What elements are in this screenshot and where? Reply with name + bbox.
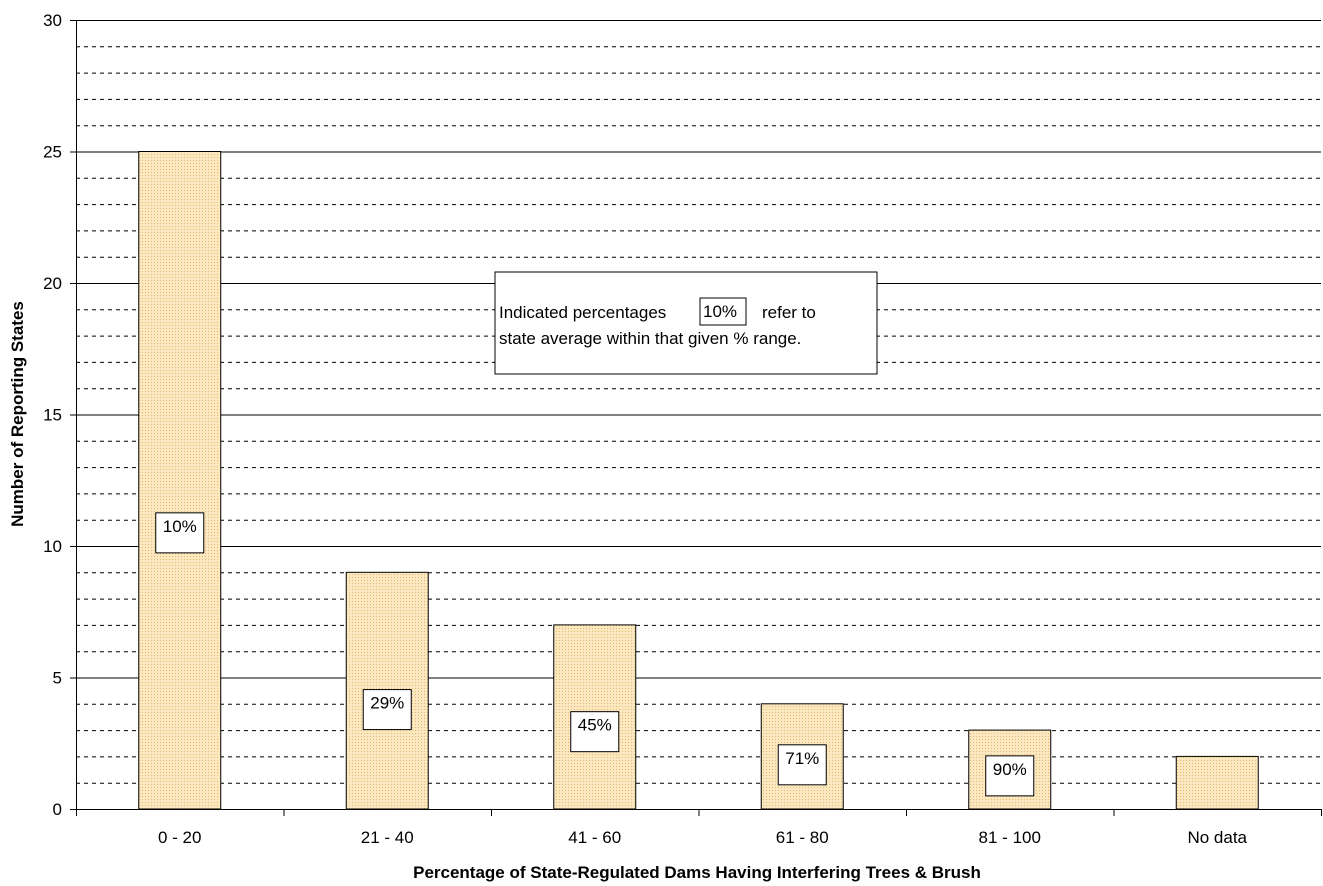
- bar-label-box: [985, 755, 1035, 797]
- annotation-sample-label: 10%: [703, 302, 737, 321]
- y-tick-label: 20: [43, 274, 62, 293]
- bar-label-box: [362, 689, 412, 731]
- x-tick-label: 81 - 100: [979, 828, 1041, 847]
- annotation-sample-box: [699, 297, 747, 326]
- y-tick-label: 30: [43, 11, 62, 30]
- bar-label: 90%: [993, 760, 1027, 779]
- y-tick-label: 10: [43, 537, 62, 556]
- y-axis-title: Number of Reporting States: [8, 301, 27, 527]
- bar-label-box: [777, 744, 827, 786]
- tick-labels: 0 5 10 15 20 25 30 0 - 20 21 - 40 41 - 60 61 - 80 8…: [43, 11, 1247, 847]
- bar-label-box: [570, 711, 620, 753]
- annotation-line1-prefix: Indicated percentages: [499, 303, 666, 322]
- bar: [1175, 755, 1259, 810]
- annotation-line2: state average within that given % range.: [499, 329, 801, 348]
- bar-label: 71%: [785, 749, 819, 768]
- x-tick-label: 41 - 60: [568, 828, 621, 847]
- y-tick-label: 15: [43, 406, 62, 425]
- axes: [70, 20, 1322, 816]
- bar-label: 45%: [578, 716, 612, 735]
- x-tick-label: 21 - 40: [361, 828, 414, 847]
- y-tick-label: 0: [53, 800, 62, 819]
- bar-labels: 10% 29% 45% 71% 90%: [155, 512, 1035, 797]
- bars: [138, 151, 1259, 810]
- x-tick-label: 61 - 80: [776, 828, 829, 847]
- x-axis-title: Percentage of State-Regulated Dams Havin…: [413, 863, 981, 882]
- annotation-box: Indicated percentages 10% refer to state…: [494, 271, 878, 375]
- y-tick-label: 5: [53, 669, 62, 688]
- bar-label: 29%: [370, 694, 404, 713]
- x-tick-label: 0 - 20: [158, 828, 201, 847]
- bar-label: 10%: [163, 517, 197, 536]
- bar-label-box: [155, 512, 205, 554]
- annotation-line1-suffix: refer to: [762, 303, 816, 322]
- y-tick-label: 25: [43, 143, 62, 162]
- gridlines: [76, 20, 1321, 784]
- x-tick-label: No data: [1187, 828, 1247, 847]
- bar: [138, 151, 222, 810]
